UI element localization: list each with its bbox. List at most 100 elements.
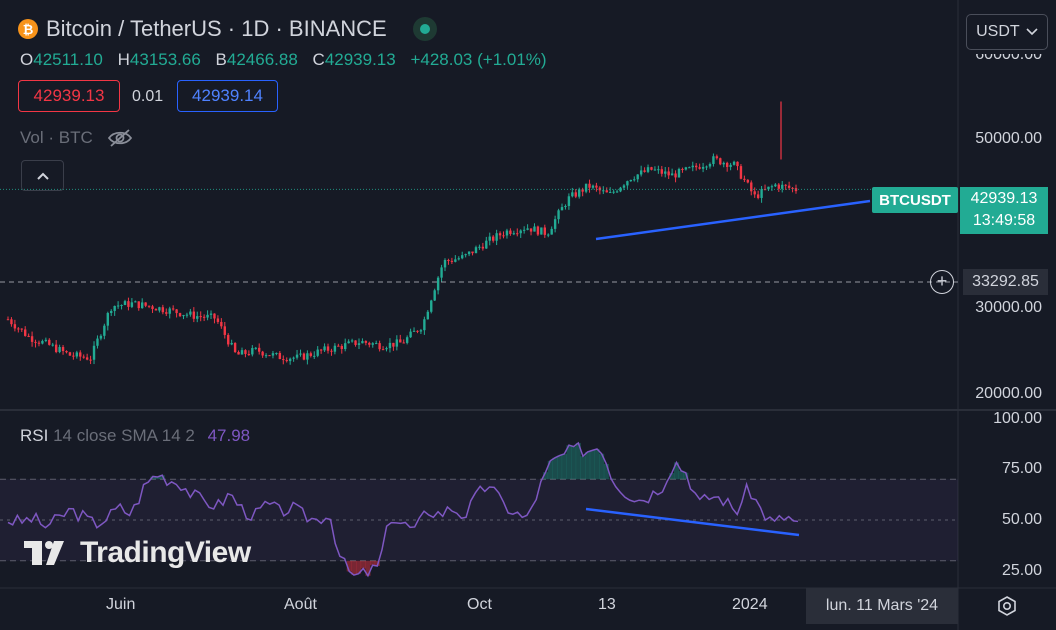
candle-body [677, 168, 681, 178]
candle-body [505, 230, 509, 236]
candle-body [553, 219, 557, 229]
candle-body [285, 360, 288, 362]
candle-body [261, 351, 264, 356]
candle-body [629, 179, 633, 182]
price-axis-label: 50000.00 [975, 130, 1042, 147]
candle-body [374, 343, 378, 345]
candle-body [457, 258, 460, 260]
rsi-overbought-fill [547, 460, 553, 480]
candle-body [461, 255, 464, 259]
candle-body [72, 355, 75, 357]
candle-body [746, 179, 750, 183]
candle-body [313, 355, 316, 357]
candle-body [712, 156, 715, 164]
settings-gear-icon[interactable] [996, 595, 1018, 617]
candle-body [10, 319, 13, 325]
add-alert-plus-icon[interactable]: + [930, 270, 954, 294]
candle-body [588, 183, 591, 188]
candle-body [123, 301, 127, 306]
buy-button[interactable]: 42939.14 [177, 80, 278, 112]
eye-hidden-icon[interactable] [107, 128, 133, 148]
candle-body [536, 226, 540, 235]
candle-body [595, 185, 598, 188]
rsi-name: RSI [20, 426, 49, 445]
candle-body [571, 192, 574, 197]
rsi-axis-label: 75.00 [1001, 460, 1042, 477]
candle-body [168, 308, 171, 314]
candle-body [736, 161, 739, 167]
rsi-overbought-fill [580, 456, 586, 480]
crosshair-date-tag: lun. 11 Mars '24 [806, 588, 958, 624]
candle-body [567, 196, 571, 206]
currency-select[interactable]: USDT [966, 14, 1048, 50]
candle-body [216, 318, 220, 322]
candle-body [30, 336, 34, 342]
time-axis-label: Oct [467, 596, 492, 613]
close-label: C [312, 50, 325, 69]
candle-body [781, 184, 784, 189]
candle-body [371, 343, 374, 345]
tradingview-brand: TradingView [80, 536, 251, 569]
candle-body [578, 189, 581, 197]
price-trendline [595, 199, 871, 241]
candle-body [584, 183, 588, 192]
candle-body [110, 310, 113, 314]
candle-body [192, 311, 196, 319]
candle-body [405, 337, 409, 343]
chevron-down-icon [1026, 28, 1038, 36]
candle-body [54, 344, 58, 353]
open-value: 42511.10 [33, 50, 103, 69]
volume-legend: Vol · BTC [20, 128, 133, 148]
candle-body [423, 319, 426, 331]
symbol-title[interactable]: Bitcoin / TetherUS · 1D · BINANCE [46, 16, 387, 41]
symbol-header[interactable]: ₿ Bitcoin / TetherUS · 1D · BINANCE [18, 16, 437, 42]
time-axis-label: Août [284, 596, 317, 613]
candle-body [471, 251, 474, 254]
candle-body [337, 345, 340, 347]
candle-body [729, 164, 732, 167]
candle-body [106, 313, 109, 326]
candle-body [134, 301, 137, 303]
candle-body [51, 344, 54, 346]
collapse-legend-button[interactable] [21, 160, 64, 191]
rsi-oversold-fill [346, 560, 352, 572]
candle-body [244, 350, 247, 354]
candle-body [660, 169, 663, 174]
rsi-overbought-fill [585, 451, 591, 480]
time-axis-label: 2024 [732, 596, 768, 613]
candle-body [722, 162, 725, 165]
candle-body [705, 166, 708, 168]
candle-body [739, 166, 743, 179]
rsi-overbought-fill [673, 462, 679, 480]
rsi-overbought-fill [589, 450, 595, 480]
candle-body [674, 173, 677, 178]
candle-body [178, 313, 182, 317]
candle-body [464, 254, 467, 256]
candle-body [760, 189, 763, 198]
candle-body [182, 315, 185, 317]
rsi-legend[interactable]: RSI 14 close SMA 14 2 47.98 [20, 426, 250, 446]
rsi-oversold-fill [360, 560, 366, 569]
candle-body [392, 342, 395, 347]
candle-body [416, 330, 419, 332]
candle-body [481, 246, 485, 249]
candle-body [467, 251, 471, 255]
close-value: 42939.13 [324, 50, 396, 69]
market-open-icon [412, 17, 437, 41]
candle-body [316, 349, 319, 356]
candle-body [288, 358, 292, 362]
candle-body [165, 312, 168, 314]
candle-body [430, 300, 433, 312]
rsi-overbought-fill [575, 442, 581, 480]
candle-body [650, 167, 653, 170]
candle-body [791, 187, 794, 189]
rsi-trendline [585, 507, 800, 537]
rsi-overbought-fill [150, 476, 156, 480]
open-label: O [20, 50, 34, 69]
candle-body [485, 240, 488, 249]
candle-body [502, 235, 505, 237]
candle-body [698, 167, 701, 169]
sell-button[interactable]: 42939.13 [18, 80, 120, 112]
candle-body [512, 233, 516, 235]
